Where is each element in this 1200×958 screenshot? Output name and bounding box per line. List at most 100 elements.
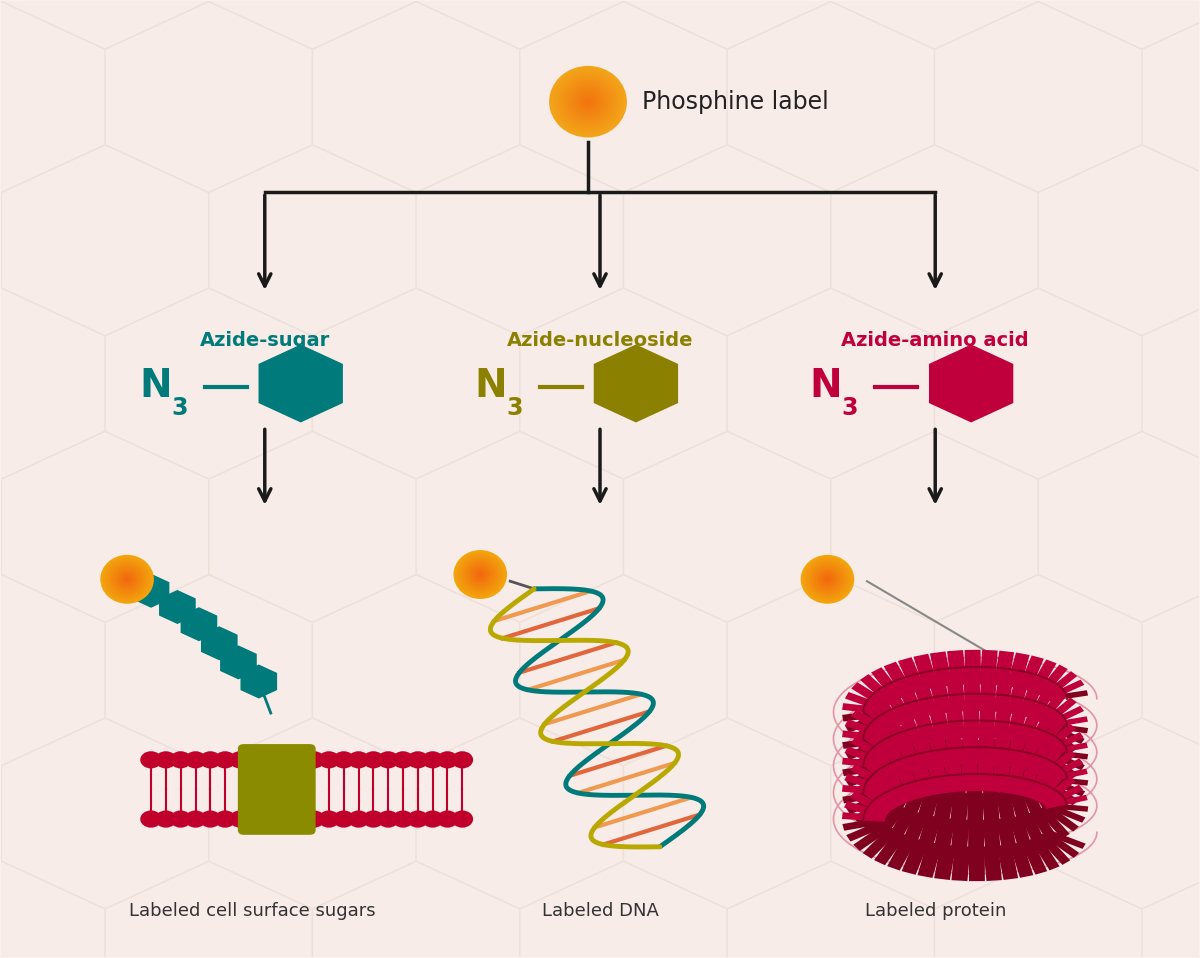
Ellipse shape — [812, 565, 842, 593]
Polygon shape — [1019, 733, 1044, 768]
Ellipse shape — [558, 74, 618, 129]
Ellipse shape — [551, 68, 625, 136]
Polygon shape — [624, 431, 830, 623]
Polygon shape — [1016, 762, 1042, 798]
Polygon shape — [895, 764, 924, 801]
Polygon shape — [947, 676, 966, 712]
Circle shape — [155, 810, 176, 828]
Polygon shape — [949, 765, 968, 801]
Polygon shape — [882, 716, 913, 751]
Ellipse shape — [581, 96, 595, 108]
Polygon shape — [917, 815, 942, 851]
Ellipse shape — [104, 559, 150, 600]
Polygon shape — [852, 741, 892, 769]
Polygon shape — [594, 345, 677, 422]
Polygon shape — [241, 665, 276, 697]
Polygon shape — [1044, 802, 1086, 823]
Ellipse shape — [462, 558, 499, 592]
Polygon shape — [1007, 736, 1031, 771]
Polygon shape — [978, 730, 995, 764]
Ellipse shape — [821, 573, 835, 586]
Polygon shape — [1016, 735, 1042, 771]
Polygon shape — [995, 764, 1015, 800]
Circle shape — [437, 810, 458, 828]
Ellipse shape — [804, 559, 851, 601]
Polygon shape — [1020, 812, 1046, 848]
Ellipse shape — [552, 69, 624, 135]
Polygon shape — [1040, 697, 1076, 727]
Polygon shape — [133, 575, 169, 607]
Polygon shape — [912, 707, 937, 743]
Polygon shape — [978, 703, 996, 739]
Polygon shape — [845, 774, 888, 793]
Ellipse shape — [576, 91, 600, 112]
Ellipse shape — [125, 578, 128, 581]
Polygon shape — [1004, 759, 1027, 795]
Polygon shape — [842, 737, 886, 749]
Ellipse shape — [461, 557, 500, 592]
Polygon shape — [1026, 765, 1054, 801]
Ellipse shape — [574, 88, 602, 115]
Polygon shape — [1043, 706, 1084, 729]
Polygon shape — [968, 820, 984, 855]
Polygon shape — [416, 145, 624, 335]
Polygon shape — [931, 737, 953, 773]
Polygon shape — [830, 431, 1038, 623]
Polygon shape — [845, 692, 888, 713]
Ellipse shape — [473, 567, 488, 582]
Ellipse shape — [554, 71, 622, 132]
Polygon shape — [1043, 679, 1085, 702]
Polygon shape — [1044, 717, 1088, 729]
Ellipse shape — [580, 94, 596, 110]
Polygon shape — [1028, 659, 1056, 695]
Polygon shape — [520, 1, 727, 193]
Ellipse shape — [582, 97, 594, 107]
Polygon shape — [1037, 780, 1069, 812]
Polygon shape — [911, 735, 937, 770]
Polygon shape — [930, 651, 953, 688]
Ellipse shape — [116, 569, 138, 589]
Polygon shape — [996, 817, 1018, 854]
Ellipse shape — [479, 574, 481, 576]
Polygon shape — [851, 737, 890, 764]
Circle shape — [199, 751, 221, 768]
Polygon shape — [994, 650, 1014, 686]
Circle shape — [407, 810, 428, 828]
Polygon shape — [896, 711, 925, 747]
Ellipse shape — [565, 81, 611, 123]
Text: N: N — [474, 367, 506, 405]
Polygon shape — [1044, 768, 1088, 782]
Polygon shape — [934, 844, 956, 880]
Polygon shape — [992, 677, 1013, 713]
Polygon shape — [935, 1, 1142, 193]
Ellipse shape — [475, 570, 486, 580]
Polygon shape — [886, 781, 916, 816]
Ellipse shape — [122, 575, 132, 583]
Polygon shape — [1020, 786, 1046, 822]
Ellipse shape — [468, 563, 493, 586]
Polygon shape — [935, 575, 1142, 765]
Ellipse shape — [575, 89, 601, 114]
Circle shape — [140, 810, 162, 828]
Ellipse shape — [118, 570, 137, 588]
Polygon shape — [845, 712, 888, 733]
Circle shape — [422, 810, 444, 828]
Circle shape — [199, 810, 221, 828]
Polygon shape — [1034, 743, 1066, 777]
Ellipse shape — [565, 80, 611, 124]
Circle shape — [304, 751, 325, 768]
Text: Azide-sugar: Azide-sugar — [199, 331, 330, 350]
Ellipse shape — [810, 563, 845, 596]
Polygon shape — [979, 650, 997, 685]
Polygon shape — [1038, 145, 1200, 335]
Polygon shape — [965, 650, 982, 684]
Polygon shape — [727, 575, 935, 765]
Ellipse shape — [108, 561, 146, 597]
Polygon shape — [887, 834, 917, 871]
Polygon shape — [1, 145, 209, 335]
Circle shape — [437, 751, 458, 768]
Ellipse shape — [472, 566, 490, 582]
Polygon shape — [1044, 690, 1088, 702]
Polygon shape — [994, 738, 1015, 773]
Circle shape — [318, 751, 340, 768]
